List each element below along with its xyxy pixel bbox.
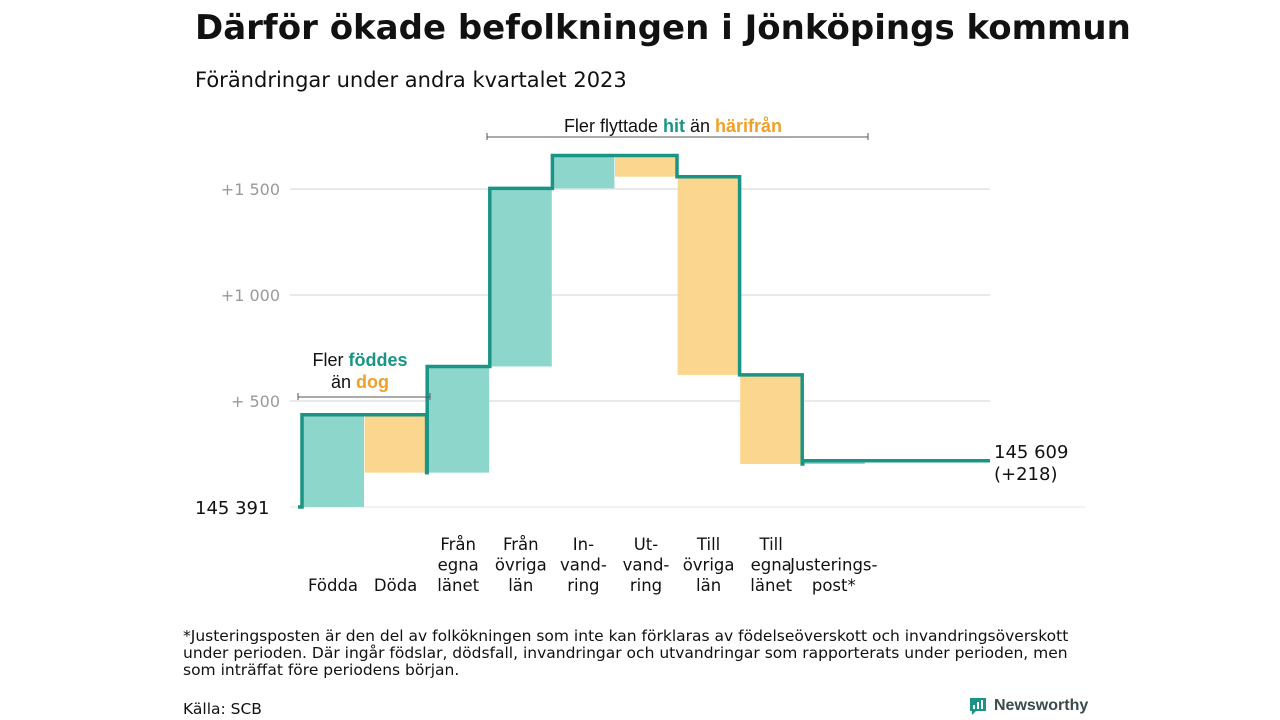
- category-label-3-1: övriga: [495, 556, 547, 575]
- bar-1: [364, 414, 427, 473]
- category-label-7-2: länet: [750, 576, 792, 595]
- bar-3: [489, 188, 552, 367]
- category-label-8-1: Justerings-: [789, 556, 877, 575]
- bar-7: [740, 374, 803, 464]
- brand-name: Newsworthy: [994, 697, 1089, 714]
- category-label-4-2: ring: [567, 576, 599, 595]
- y-tick-label-2: +1 500: [221, 180, 280, 199]
- category-label-6-1: övriga: [683, 556, 735, 575]
- category-label-0-2: Födda: [308, 576, 358, 595]
- end-change-label: (+218): [994, 464, 1057, 485]
- category-label-7-0: Till: [759, 535, 783, 554]
- category-label-5-2: ring: [630, 576, 662, 595]
- category-label-6-0: Till: [696, 535, 720, 554]
- category-label-2-1: egna: [438, 556, 479, 575]
- bar-6: [677, 176, 740, 375]
- source-note: Källa: SCB: [183, 700, 262, 718]
- category-label-5-0: Ut-: [634, 535, 659, 554]
- bar-5: [615, 155, 677, 177]
- y-tick-label-1: +1 000: [221, 286, 280, 305]
- newsworthy-logo-icon: [970, 698, 986, 715]
- category-label-5-1: vand-: [623, 556, 670, 575]
- start-value-label: 145 391: [195, 498, 269, 519]
- category-label-6-2: län: [696, 576, 721, 595]
- bar-4: [552, 155, 615, 189]
- footnote: *Justeringsposten är den del av folkökni…: [183, 627, 1069, 679]
- category-label-3-0: Från: [503, 535, 539, 554]
- category-label-1-2: Döda: [374, 576, 417, 595]
- category-label-7-1: egna: [751, 556, 792, 575]
- category-label-2-2: länet: [437, 576, 479, 595]
- bar-2: [427, 366, 490, 473]
- category-label-3-2: län: [508, 576, 533, 595]
- annotation-births-line2: än dog: [331, 372, 389, 392]
- chart-subtitle: Förändringar under andra kvartalet 2023: [195, 68, 627, 92]
- cumulative-line: [298, 153, 990, 509]
- annotation-moves-line1: Fler flyttade hit än härifrån: [564, 116, 782, 136]
- y-tick-label-0: + 500: [231, 392, 280, 411]
- annotation-births-line1: Fler föddes: [312, 350, 407, 370]
- bar-0: [302, 414, 364, 507]
- end-value-label: 145 609: [994, 442, 1068, 463]
- category-label-8-2: post*: [812, 576, 856, 595]
- brand-logo: Newsworthy: [968, 696, 1088, 716]
- category-label-2-0: Från: [440, 535, 476, 554]
- category-label-4-1: vand-: [560, 556, 607, 575]
- chart-title: Därför ökade befolkningen i Jönköpings k…: [195, 8, 1131, 48]
- category-label-4-0: In-: [573, 535, 594, 554]
